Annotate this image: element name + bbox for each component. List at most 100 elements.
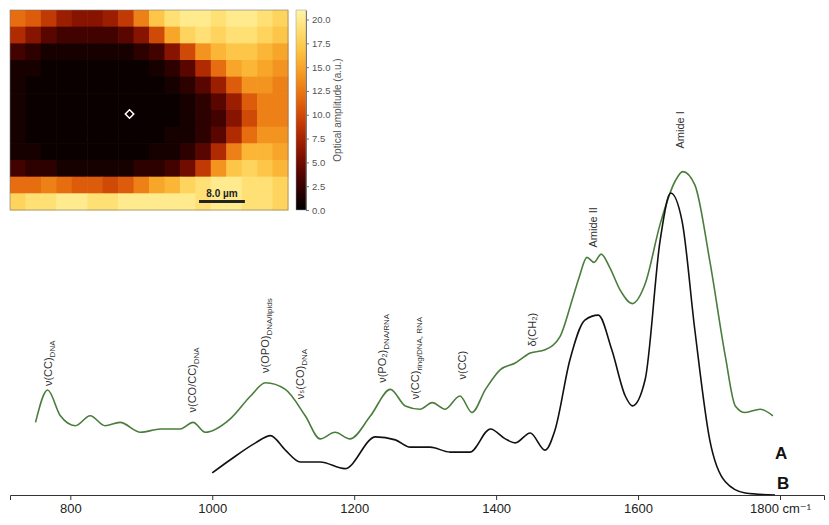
heatmap-cell xyxy=(87,110,103,127)
annotation-subscript: DNA xyxy=(48,340,57,358)
heatmap-cell xyxy=(195,110,211,127)
scale-bar xyxy=(199,200,245,203)
annotation: ν(CO/CC)DNA xyxy=(186,347,201,413)
x-tick-mark xyxy=(70,495,71,500)
heatmap-cell xyxy=(226,10,242,27)
x-tick-mark xyxy=(212,495,213,500)
heatmap-cell xyxy=(118,160,134,177)
x-tick: 1200 xyxy=(340,495,369,516)
heatmap-cell xyxy=(257,93,273,110)
annotation-text: ν(CC) xyxy=(42,357,54,386)
heatmap-cell xyxy=(164,110,180,127)
heatmap-cell xyxy=(149,60,165,77)
x-axis-line xyxy=(11,496,825,501)
colorbar: 0.02.55.07.510.012.515.017.520.0Optical … xyxy=(296,10,343,216)
colorbar-tick: 17.5 xyxy=(306,38,331,49)
heatmap-cell xyxy=(25,77,41,94)
annotation: ν(CC)DNA xyxy=(42,340,57,386)
heatmap-cell xyxy=(10,127,26,144)
heatmap-cell xyxy=(134,177,150,194)
heatmap-cell xyxy=(226,110,242,127)
annotation: Amide II xyxy=(587,207,599,247)
heatmap-cell xyxy=(273,143,289,160)
colorbar-tick-label: 2.5 xyxy=(312,181,325,192)
heatmap-cell xyxy=(273,177,289,194)
heatmap-cell xyxy=(273,110,289,127)
heatmap-cell xyxy=(273,10,289,27)
heatmap-cell xyxy=(41,143,57,160)
heatmap-cell xyxy=(164,127,180,144)
heatmap-cell xyxy=(103,110,119,127)
x-tick-mark xyxy=(496,495,497,500)
heatmap-cell xyxy=(56,43,72,60)
heatmap-cell xyxy=(242,43,258,60)
colorbar-tick-label: 20.0 xyxy=(312,14,331,25)
annotation: ν(CC) xyxy=(456,351,468,380)
annotation-subscript: DNA xyxy=(300,348,309,366)
colorbar-tick-mark xyxy=(306,67,309,68)
heatmap-cell xyxy=(242,10,258,27)
heatmap-cell xyxy=(149,160,165,177)
heatmap-cell xyxy=(195,27,211,44)
heatmap-cell xyxy=(257,60,273,77)
heatmap-cell xyxy=(180,60,196,77)
heatmap-cell xyxy=(226,27,242,44)
annotation-subscript: DNA/RNA xyxy=(382,313,391,350)
heatmap-cell xyxy=(164,193,180,210)
heatmap-cell xyxy=(87,93,103,110)
annotation-subscript: DNA xyxy=(192,347,201,365)
heatmap-cell xyxy=(195,43,211,60)
heatmap-cell xyxy=(56,60,72,77)
heatmap-cell xyxy=(149,10,165,27)
heatmap: 8.0 µm xyxy=(10,10,289,211)
heatmap-cell xyxy=(10,177,26,194)
heatmap-cell xyxy=(25,10,41,27)
heatmap-cell xyxy=(72,77,88,94)
heatmap-cell xyxy=(211,143,227,160)
heatmap-cell xyxy=(180,193,196,210)
colorbar-tick-label: 17.5 xyxy=(312,38,331,49)
heatmap-cell xyxy=(257,193,273,210)
heatmap-cell xyxy=(72,10,88,27)
heatmap-cell xyxy=(257,177,273,194)
heatmap-cell xyxy=(56,10,72,27)
heatmap-cell xyxy=(211,160,227,177)
heatmap-cell xyxy=(211,127,227,144)
heatmap-cell xyxy=(56,110,72,127)
heatmap-cell xyxy=(149,27,165,44)
heatmap-cell xyxy=(226,160,242,177)
heatmap-cell xyxy=(195,160,211,177)
colorbar-tick-mark xyxy=(306,186,309,187)
annotation-text: ν(OPO) xyxy=(259,336,271,373)
heatmap-cell xyxy=(25,160,41,177)
heatmap-cell xyxy=(164,10,180,27)
heatmap-cell xyxy=(103,77,119,94)
spectrum-line xyxy=(36,172,773,439)
heatmap-cell xyxy=(56,177,72,194)
heatmap-cell xyxy=(257,143,273,160)
heatmap-cell xyxy=(134,127,150,144)
heatmap-cell xyxy=(103,127,119,144)
heatmap-cell xyxy=(164,60,180,77)
colorbar-tick-mark xyxy=(306,115,309,116)
x-tick-label: 1000 xyxy=(198,501,227,516)
heatmap-cell xyxy=(87,10,103,27)
position-marker xyxy=(125,110,133,118)
heatmap-cell xyxy=(41,177,57,194)
heatmap-cell xyxy=(149,177,165,194)
heatmap-cell xyxy=(25,110,41,127)
heatmap-cell xyxy=(72,60,88,77)
heatmap-cell xyxy=(25,193,41,210)
heatmap-cell xyxy=(41,10,57,27)
annotation: δ(CH₂) xyxy=(526,313,538,347)
colorbar-tick-label: 7.5 xyxy=(312,133,325,144)
annotation-text: δ(CH₂) xyxy=(526,313,538,347)
heatmap-cell xyxy=(242,93,258,110)
heatmap-cell xyxy=(56,143,72,160)
heatmap-cell xyxy=(25,27,41,44)
heatmap-cell xyxy=(25,127,41,144)
heatmap-cell xyxy=(273,93,289,110)
heatmap-cell xyxy=(134,193,150,210)
figure: 80010001200140016001800 cm⁻¹ABν(CC)DNAν(… xyxy=(0,0,829,525)
heatmap-cell xyxy=(273,60,289,77)
